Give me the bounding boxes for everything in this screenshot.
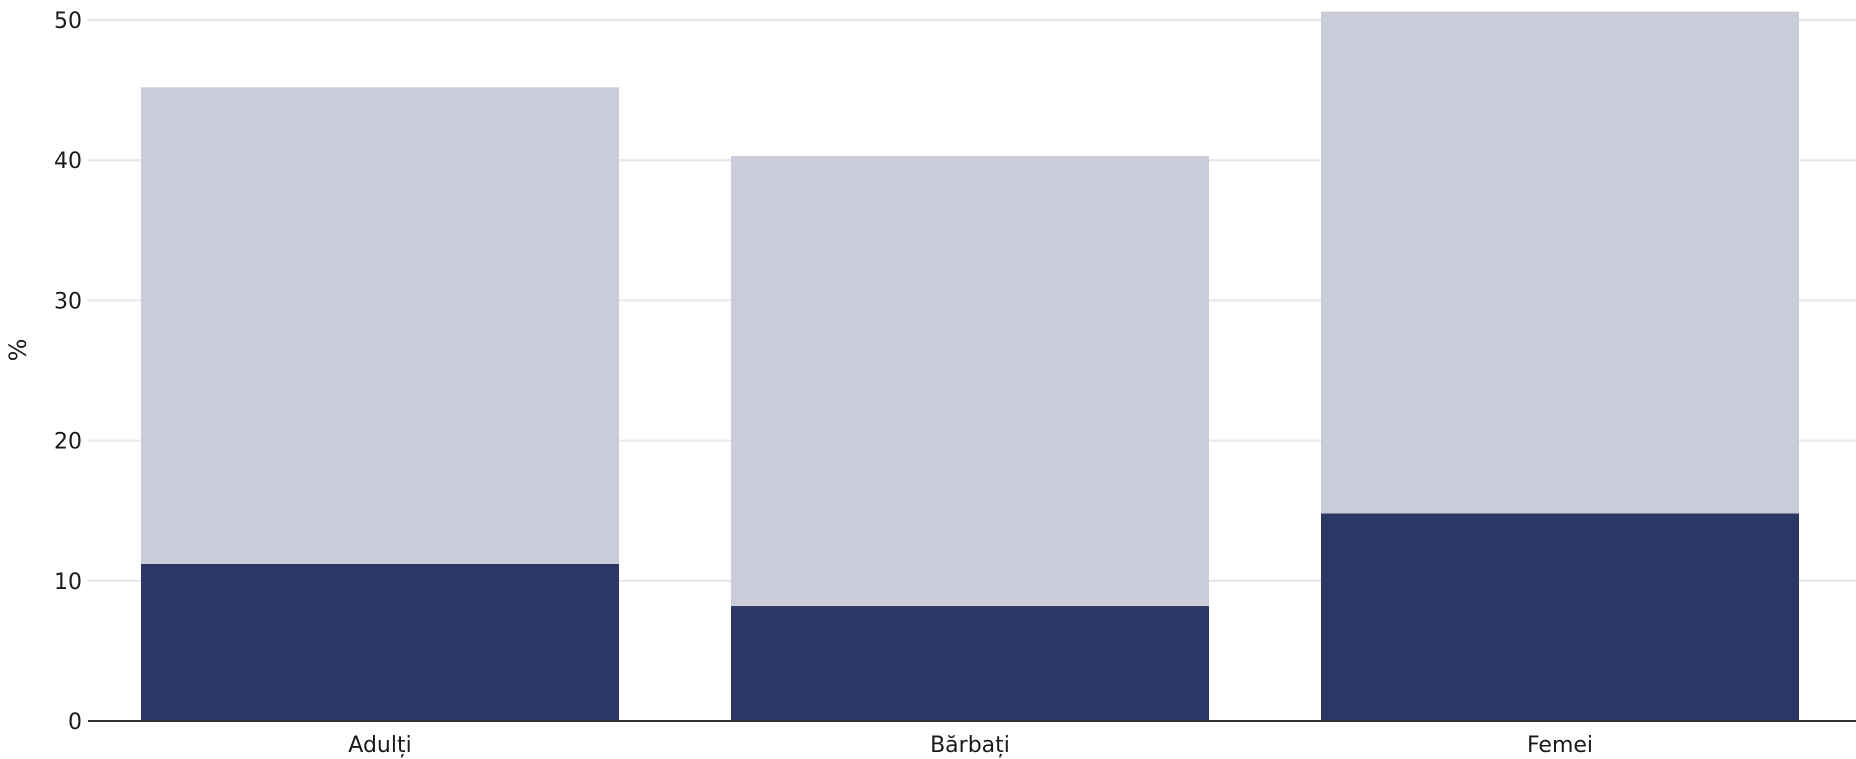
y-tick-label: 50	[54, 9, 82, 34]
axes: 0 10 20 30 40 50 Adulți Bărbați Femei	[54, 9, 1856, 758]
y-tick-label: 30	[54, 289, 82, 314]
y-tick-label: 10	[54, 570, 82, 595]
y-tick-label: 20	[54, 430, 82, 455]
x-tick-label: Femei	[1527, 733, 1593, 758]
bar-segment-1	[731, 606, 1209, 721]
x-tick-label: Adulți	[348, 733, 411, 758]
bar-segment-2	[731, 155, 1209, 607]
y-tick-label: 40	[54, 149, 82, 174]
x-tick-label: Bărbați	[930, 733, 1010, 758]
y-tick-label: 0	[68, 710, 82, 735]
bar-segment-2	[1321, 11, 1799, 514]
bar-segment-1	[141, 563, 619, 721]
bar-segment-1	[1321, 513, 1799, 721]
bars	[141, 11, 1799, 721]
bar-segment-2	[141, 87, 619, 564]
y-axis-title: %	[4, 339, 32, 362]
